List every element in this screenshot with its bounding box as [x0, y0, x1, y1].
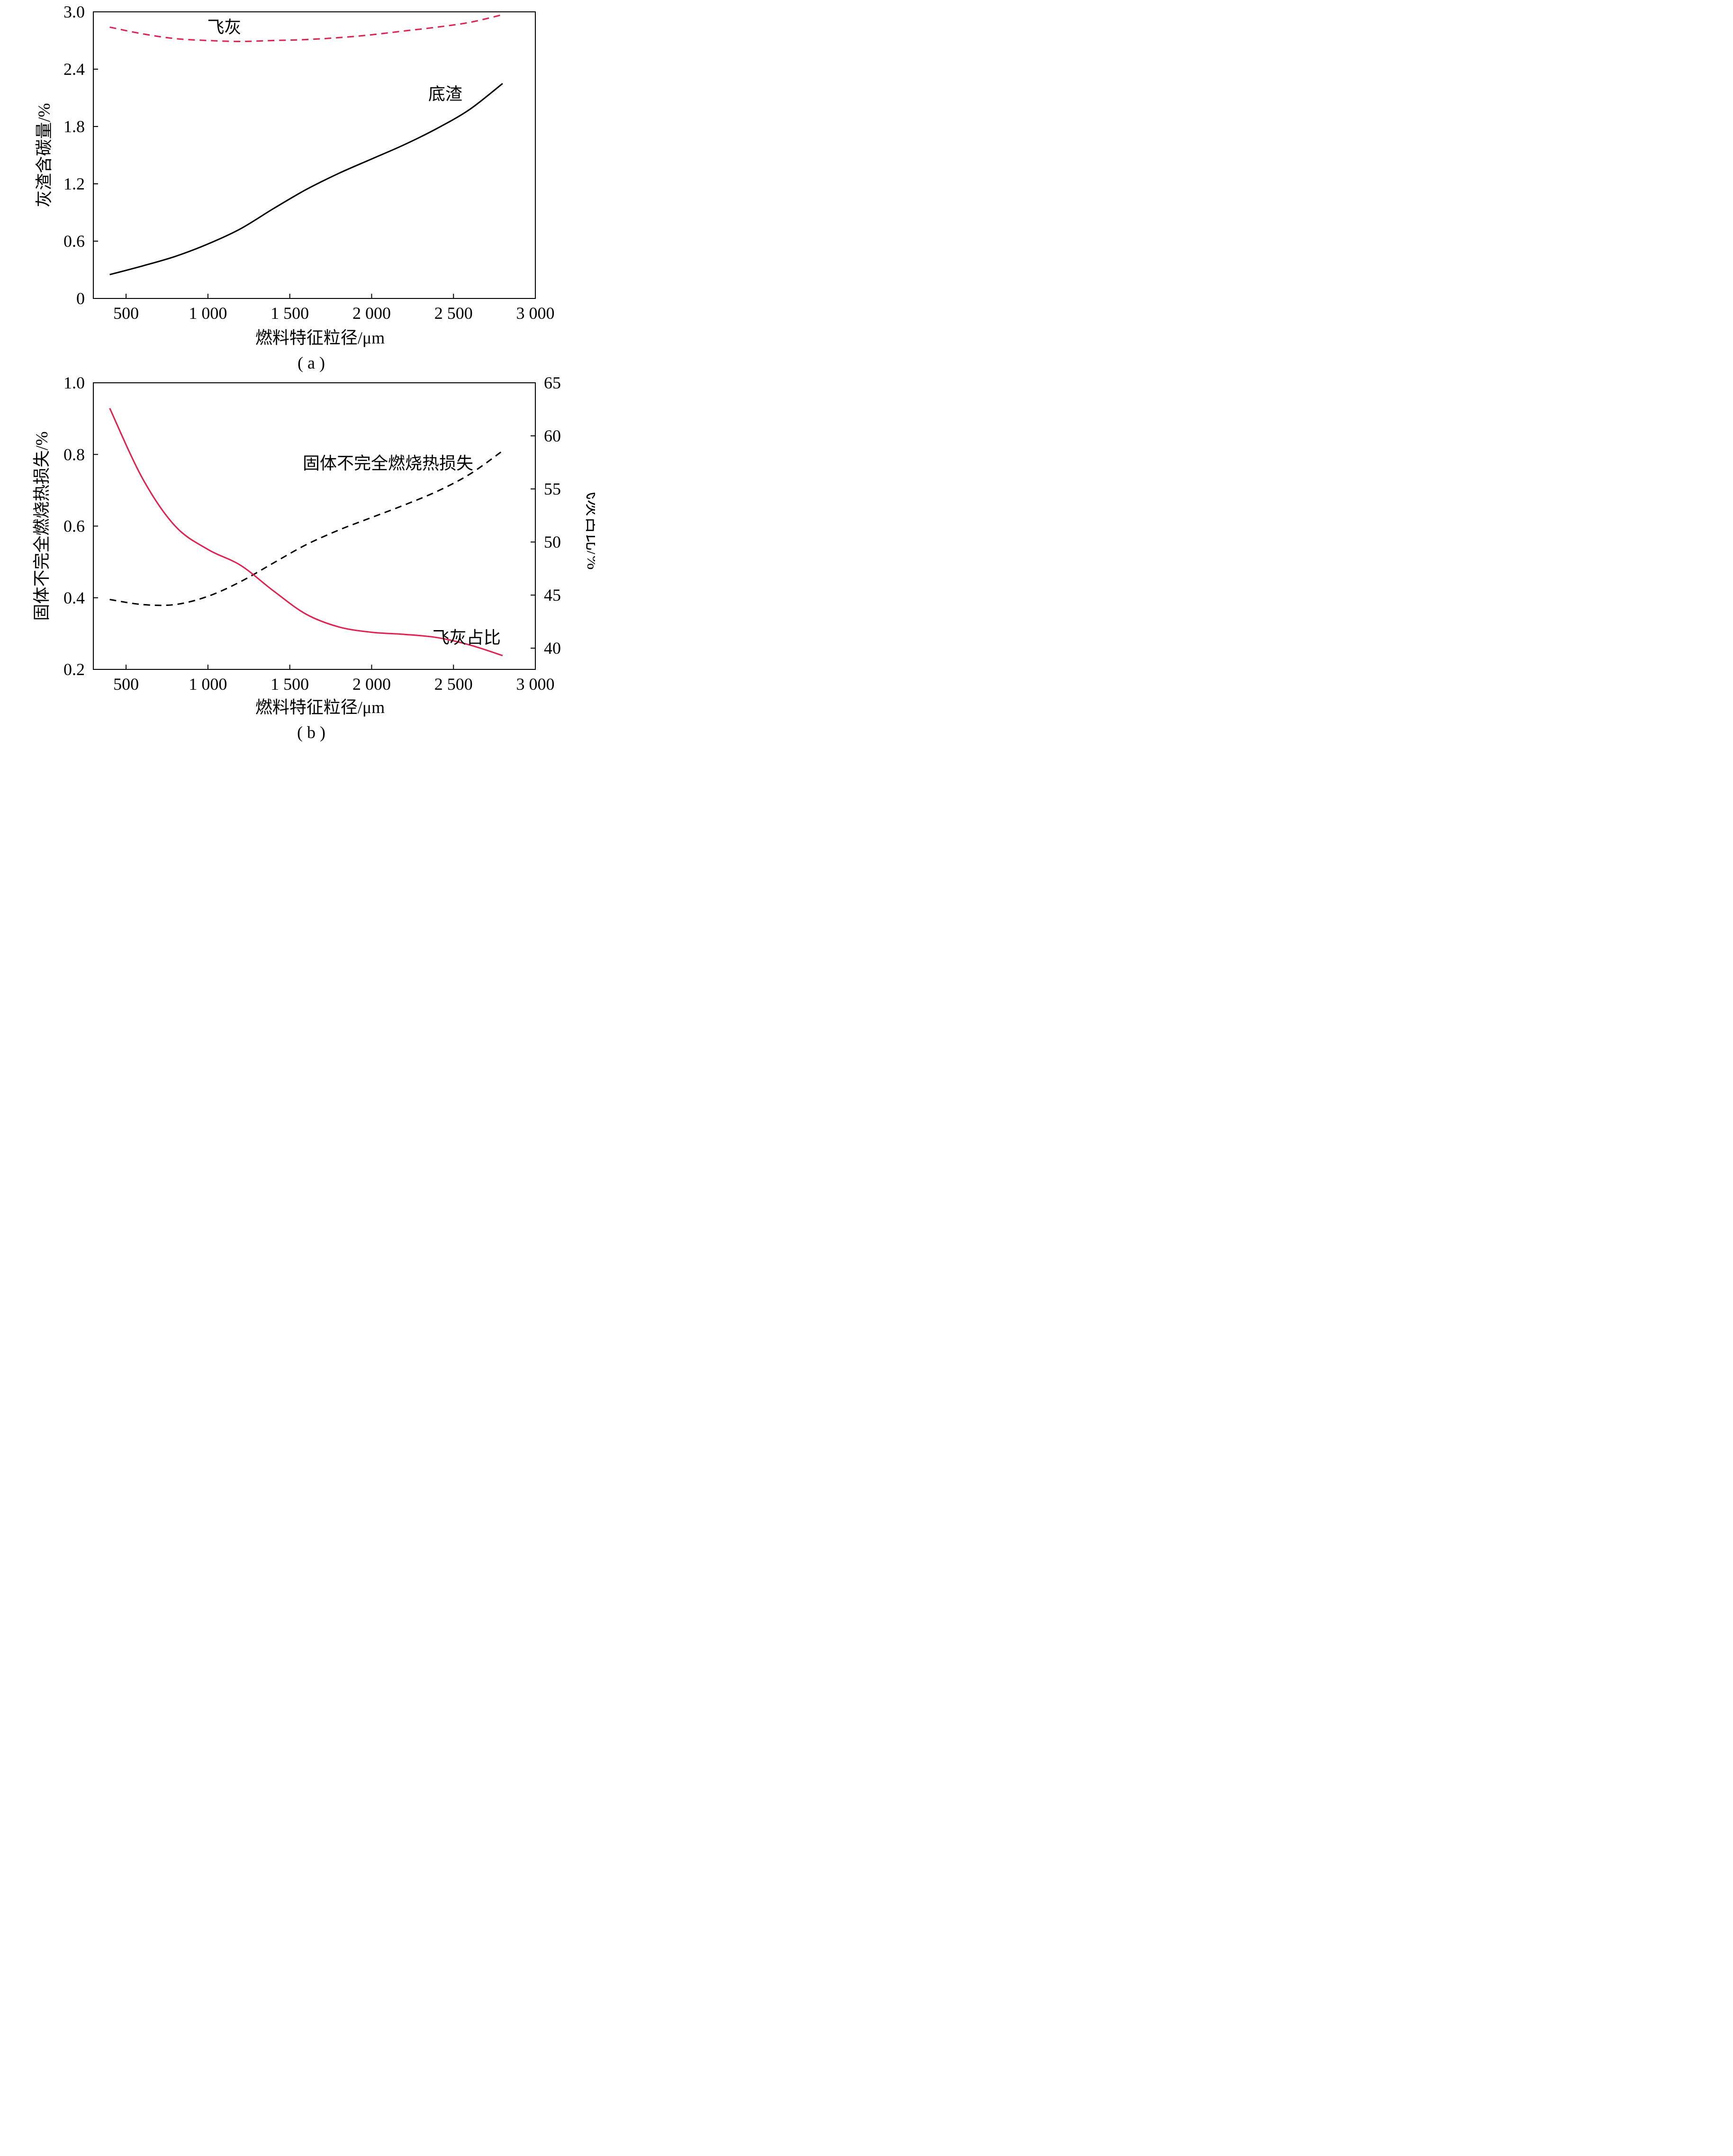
- figure: 500 1 000 1 500 2 000 2 500 3 000 0 0.6 1.2 1.8 2.…: [32, 2, 595, 741]
- series-annotation: 飞灰占比: [433, 628, 501, 647]
- y-right-tick-label: 60: [544, 426, 561, 445]
- y-right-tick-label: 65: [544, 373, 561, 392]
- chart-panel-a: 500 1 000 1 500 2 000 2 500 3 000 0 0.6 1.2 1.8 2.…: [35, 2, 555, 372]
- x-axis-title: 燃料特征粒径/μm: [255, 698, 385, 717]
- y-tick-label: 1.0: [63, 373, 85, 392]
- y-tick-label: 0.6: [63, 232, 85, 251]
- y-right-tick-label: 40: [544, 639, 561, 658]
- y-tick-label: 2.4: [63, 60, 85, 79]
- y-right-axis-title: 飞灰占比/%: [584, 483, 595, 570]
- x-tick-label: 2 000: [352, 675, 391, 694]
- y-tick-label: 3.0: [63, 2, 85, 21]
- x-tick-label: 500: [113, 675, 139, 694]
- series-line-1: [109, 83, 503, 276]
- plot-frame: [93, 382, 536, 670]
- y-tick-label: 0.8: [63, 445, 85, 464]
- y-tick-label: 0: [76, 289, 85, 308]
- plot-frame: [93, 11, 536, 299]
- y-tick-label: 1.8: [63, 117, 85, 136]
- x-tick-label: 1 500: [271, 675, 309, 694]
- series-annotation: 固体不完全燃烧热损失: [303, 454, 473, 473]
- x-tick-label: 1 000: [189, 675, 227, 694]
- y-right-tick-label: 45: [544, 586, 561, 604]
- series-line-1: [109, 408, 503, 657]
- y-right-tick-label: 50: [544, 532, 561, 551]
- y-tick-label: 0.2: [63, 660, 85, 679]
- y-axis-title: 灰渣含碳量/%: [35, 103, 54, 207]
- x-tick-label: 1 000: [189, 304, 227, 323]
- x-tick-label: 3 000: [516, 675, 555, 694]
- x-tick-label: 2 500: [434, 304, 473, 323]
- y-tick-label: 0.4: [63, 588, 85, 607]
- series-line-0: [109, 450, 503, 606]
- x-tick-label: 1 500: [271, 304, 309, 323]
- panel-caption: ( a ): [298, 353, 325, 372]
- panel-caption: ( b ): [297, 723, 325, 741]
- chart-panel-b: 500 1 000 1 500 2 000 2 500 3 000 0.2 0.4 0.6 0.8…: [32, 373, 595, 741]
- series-annotation: 飞灰: [207, 18, 241, 36]
- y-tick-label: 0.6: [63, 517, 85, 536]
- x-tick-label: 500: [113, 304, 139, 323]
- x-tick-label: 3 000: [516, 304, 555, 323]
- x-tick-label: 2 500: [434, 675, 473, 694]
- x-axis-title: 燃料特征粒径/μm: [255, 328, 385, 347]
- x-tick-label: 2 000: [352, 304, 391, 323]
- series-annotation: 底渣: [428, 84, 462, 103]
- y-right-tick-label: 55: [544, 479, 561, 498]
- series-line-0: [109, 14, 503, 42]
- y-tick-label: 1.2: [63, 174, 85, 193]
- y-axis-title: 固体不完全燃烧热损失/%: [32, 432, 51, 621]
